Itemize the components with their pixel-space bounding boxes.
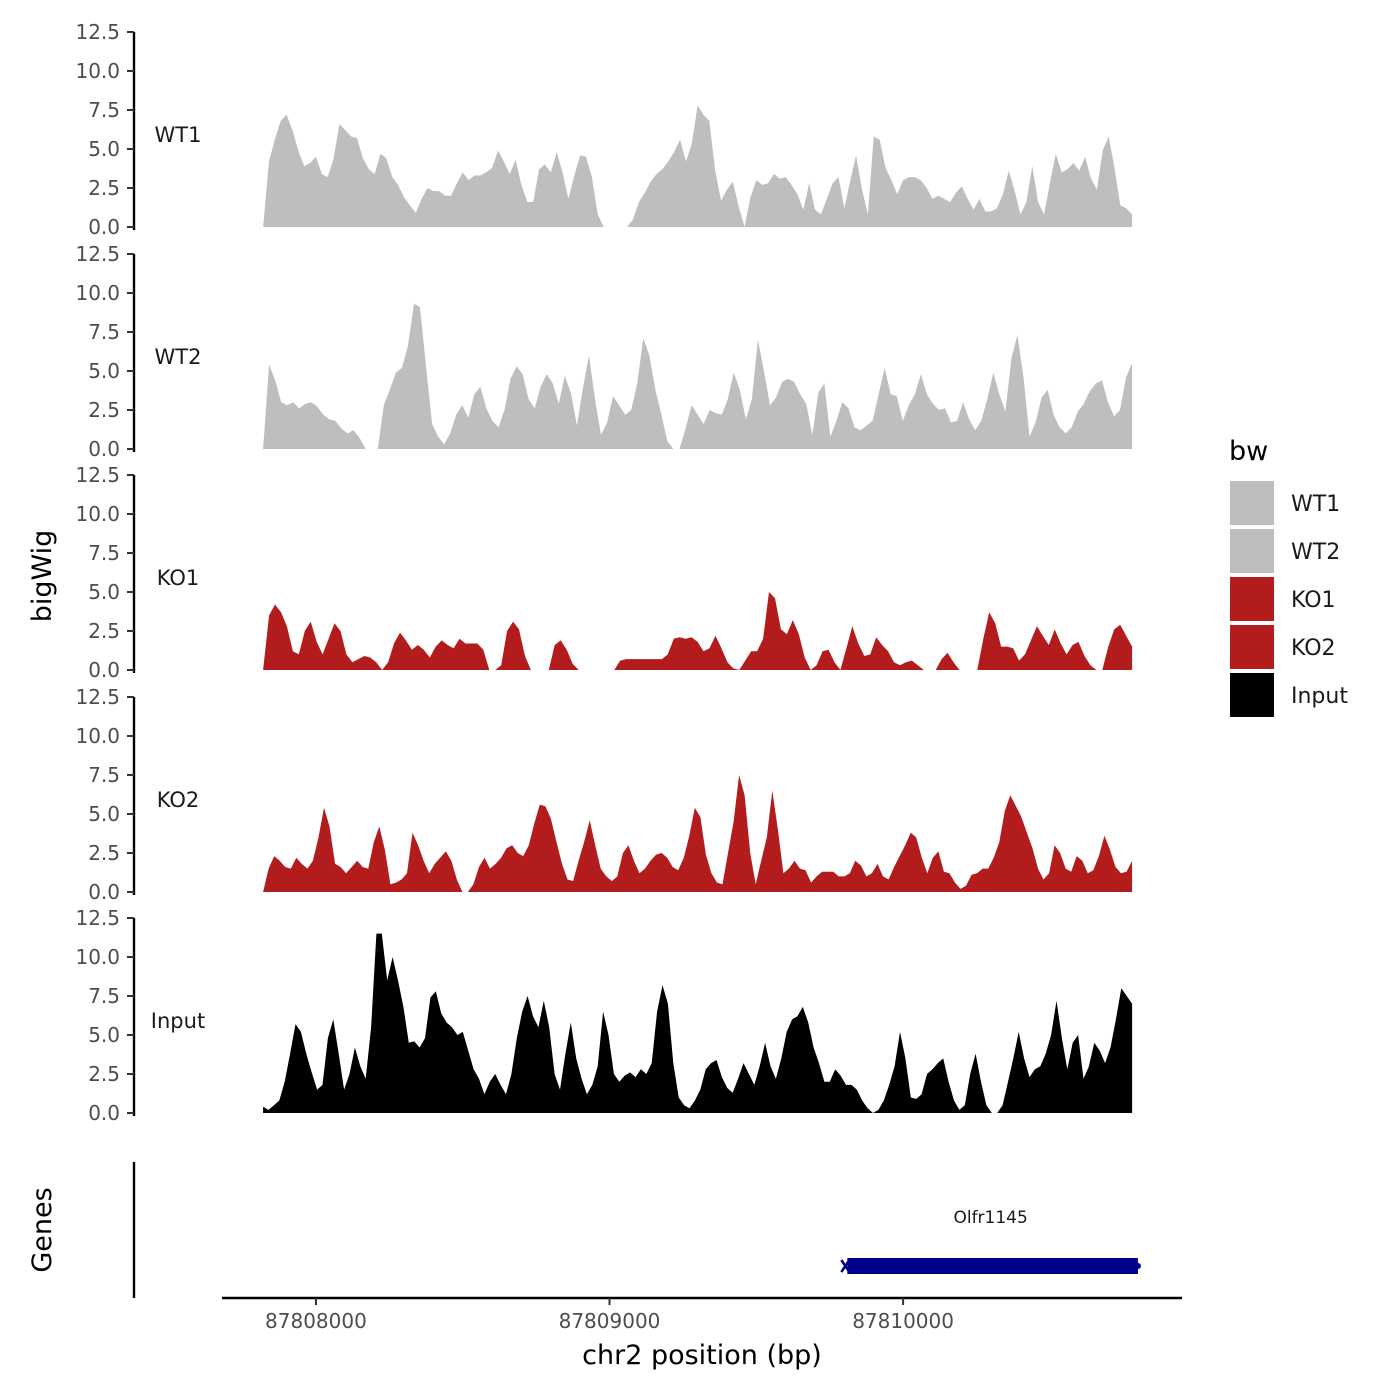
y-tick-label: 5.0 [88, 580, 120, 604]
legend-title: bw [1229, 436, 1268, 467]
y-tick-label: 5.0 [88, 802, 120, 826]
track-wt1: 0.0 2.5 5.0 7.5 10.0 12.5 WT1 [75, 20, 1133, 239]
legend-label: WT2 [1291, 540, 1340, 565]
y-tick-label: 12.5 [75, 685, 120, 709]
y-tick-label: 7.5 [88, 984, 120, 1008]
y-tick-label: 2.5 [88, 176, 120, 200]
signal-area-wt2 [263, 303, 1133, 449]
y-tick-label: 2.5 [88, 1062, 120, 1086]
legend-label: KO1 [1291, 588, 1336, 613]
y-tick-label: 12.5 [75, 906, 120, 930]
y-tick-label: 5.0 [88, 1023, 120, 1047]
track-input: 0.0 2.5 5.0 7.5 10.0 12.5 Input [75, 906, 1133, 1125]
track-label: KO1 [157, 566, 200, 590]
legend-key-wt1 [1228, 479, 1276, 527]
signal-area-ko2 [263, 775, 1133, 892]
genes-panel-title: Genes [27, 1187, 58, 1272]
gene-end-marker [1134, 1263, 1141, 1269]
x-tick-label: 87810000 [852, 1309, 954, 1333]
legend-label: KO2 [1291, 636, 1336, 661]
y-tick-label: 0.0 [88, 1101, 120, 1125]
y-tick-label: 5.0 [88, 359, 120, 383]
y-tick-label: 10.0 [75, 945, 120, 969]
y-tick-label: 7.5 [88, 98, 120, 122]
y-tick-label: 2.5 [88, 841, 120, 865]
signal-tracks: 0.0 2.5 5.0 7.5 10.0 12.5 WT1 0.0 2.5 5.0 7.5 10.0 1… [75, 20, 1133, 1125]
y-tick-label: 10.0 [75, 59, 120, 83]
y-tick-label: 7.5 [88, 541, 120, 565]
signal-area-ko1 [263, 592, 1133, 670]
gene-annotations: Olfr1145 [840, 1208, 1141, 1274]
track-label: Input [151, 1009, 205, 1033]
y-tick-label: 10.0 [75, 281, 120, 305]
x-axis-title: chr2 position (bp) [582, 1340, 822, 1371]
y-tick-label: 5.0 [88, 137, 120, 161]
y-tick-label: 12.5 [75, 242, 120, 266]
y-tick-label: 10.0 [75, 502, 120, 526]
x-tick-label: 87809000 [559, 1309, 661, 1333]
x-tick-label: 87808000 [265, 1309, 367, 1333]
gene-strand-marker [840, 1259, 851, 1273]
gene-body [847, 1258, 1138, 1274]
track-label: KO2 [157, 788, 200, 812]
y-axis-title: bigWig [27, 530, 58, 623]
y-tick-label: 2.5 [88, 619, 120, 643]
track-ko1: 0.0 2.5 5.0 7.5 10.0 12.5 KO1 [75, 463, 1133, 682]
track-label: WT1 [155, 123, 202, 147]
y-tick-label: 7.5 [88, 763, 120, 787]
y-tick-label: 7.5 [88, 320, 120, 344]
legend-key-wt2 [1228, 527, 1276, 575]
signal-area-input [263, 933, 1133, 1113]
legend-label: WT1 [1291, 492, 1340, 517]
legend-key-ko1 [1228, 575, 1276, 623]
track-label: WT2 [155, 345, 202, 369]
y-tick-label: 0.0 [88, 215, 120, 239]
track-wt2: 0.0 2.5 5.0 7.5 10.0 12.5 WT2 [75, 242, 1133, 461]
x-axis: chr2 position (bp) 87808000 87809000 87810… [222, 1296, 1182, 1371]
legend: bw WT1 WT2 KO1 KO2 Input [1228, 436, 1348, 719]
legend-key-ko2 [1228, 623, 1276, 671]
y-tick-label: 0.0 [88, 880, 120, 904]
legend-label: Input [1291, 684, 1348, 709]
track-ko2: 0.0 2.5 5.0 7.5 10.0 12.5 KO2 [75, 685, 1133, 904]
genes-panel: Genes Olfr1145 [27, 1162, 1141, 1298]
y-tick-label: 0.0 [88, 658, 120, 682]
gene-label: Olfr1145 [953, 1208, 1027, 1228]
y-tick-label: 10.0 [75, 724, 120, 748]
y-tick-label: 0.0 [88, 437, 120, 461]
legend-key-input [1228, 671, 1276, 719]
signal-area-wt1 [263, 105, 1133, 227]
y-tick-label: 12.5 [75, 20, 120, 44]
y-tick-label: 2.5 [88, 398, 120, 422]
y-tick-label: 12.5 [75, 463, 120, 487]
